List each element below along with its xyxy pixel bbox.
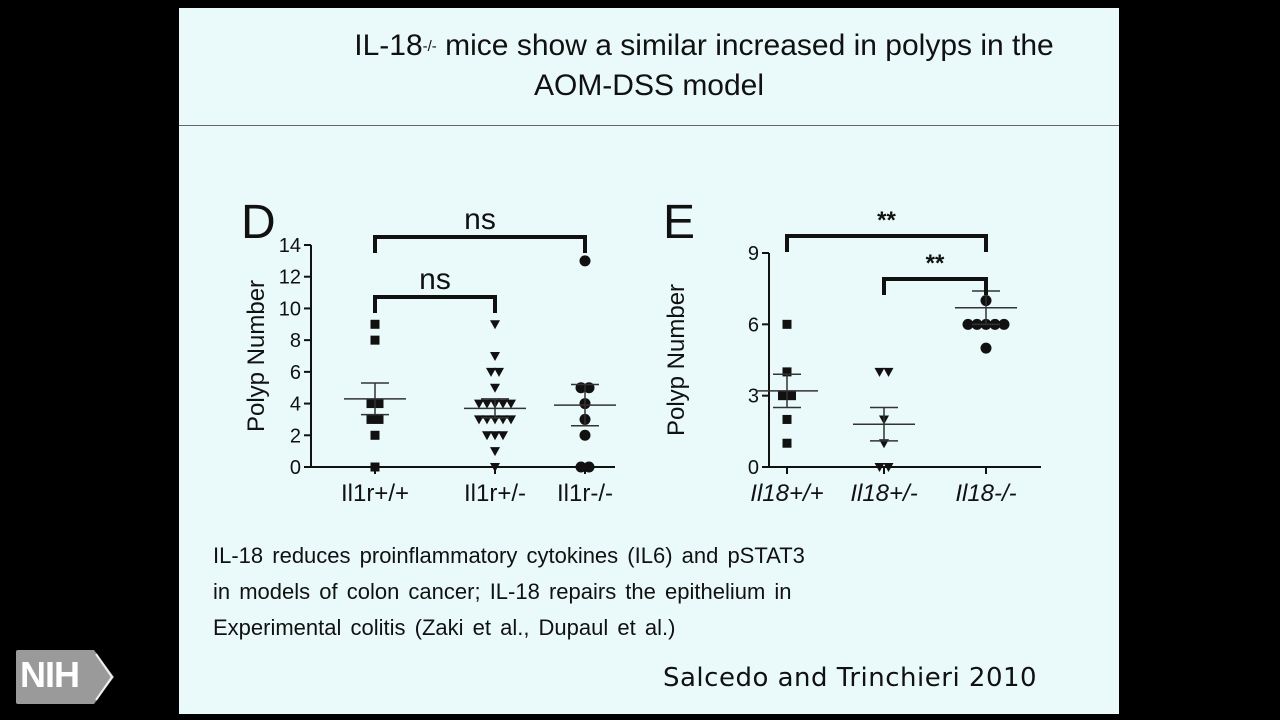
panel-d-data-point [366,414,376,424]
caption-line-3: Experimental colitis (Zaki et al., Dupau… [213,615,676,640]
panel-d-data-point [370,462,380,472]
title-divider [179,125,1119,126]
panel-d-data-point [482,415,492,425]
panel-d-y-tick-label: 6 [290,362,301,384]
nih-logo: NIH [14,648,118,706]
panel-d-data-point [498,431,508,441]
panel-d-data-point [370,430,380,440]
panel-e-data-point [782,367,792,377]
title-superscript: -/- [422,38,437,55]
caption-line-2: in models of colon cancer; IL-18 repairs… [213,579,792,604]
panel-d-data-point [490,352,500,361]
panel-d-data-point [490,383,500,393]
panel-e-x-tick-label: Il18-/- [955,480,1016,507]
panel-e-letter: E [663,196,695,249]
title-line-1: IL-18-/- mice show a similar increased i… [179,26,1119,66]
title-line-2: AOM-DSS model [533,69,765,102]
title-suffix: mice show a similar increased in polyps … [436,29,1054,62]
panel-d-data-point [583,461,595,473]
panel-d-y-tick-label: 14 [279,235,301,257]
panel-d-data-point [490,431,500,441]
panel-d-data-point [490,463,500,472]
panel-e-data-point [782,438,792,448]
panel-e-data-point [778,391,787,401]
panel-e-x-tick-label: Il18+/+ [750,480,823,507]
title-prefix: IL-18 [354,29,423,62]
panel-d-data-point [482,399,492,409]
panel-d-x-tick-label: Il1r+/+ [341,480,409,507]
nih-logo-text: NIH [20,654,80,695]
panel-e-data-point [962,318,974,330]
panel-e-data-point [883,367,894,377]
panel-d-data-point [498,399,508,409]
panel-d-significance-bracket [373,295,497,313]
panel-d-y-tick-label: 12 [279,267,301,289]
panel-e-data-point [980,342,992,354]
panel-d-data-point [490,320,500,330]
panel-d-data-point [498,415,508,425]
caption-line-1: IL-18 reduces proinflammatory cytokines … [213,543,805,568]
panel-d-data-point [366,399,376,409]
panel-d-data-point [579,255,591,267]
panel-e-significance-bracket [785,234,988,252]
panel-d-y-tick-label: 8 [290,330,301,352]
panel-d-letter: D [241,196,276,249]
citation: Salcedo and Trinchieri 2010 [663,663,1038,693]
panel-e-x-tick-label: Il18+/- [850,480,917,507]
panel-e-y-tick-label: 6 [748,314,759,336]
panel-d-data-point [494,367,504,377]
panel-d-y-tick-label: 4 [290,394,301,416]
panel-e-y-tick-label: 9 [748,243,759,265]
panel-d-y-tick-label: 2 [290,425,301,447]
panel-e-data-point [998,318,1010,330]
panel-d-data-point [486,367,496,377]
panel-d-significance-label: ns [464,203,496,236]
panel-e-significance-bracket [882,277,988,295]
panel-d-data-point [374,414,384,424]
panel-e-data-point [782,414,792,424]
panel-d-significance-bracket [373,235,587,253]
panel-d-data-point [482,431,492,441]
panel-e-y-axis-label: Polyp Number [663,284,690,436]
panel-d-data-point [506,415,516,425]
panel-e-data-point [883,463,894,472]
panel-d-data-point [490,447,500,457]
panel-e-data-point [782,319,792,329]
panel-e-data-point [874,367,885,377]
charts-svg: D 0 2 4 6 8 10 12 14 Polyp Number Il1r+/+ Il1r+/- Il… [241,196,1041,507]
caption: IL-18 reduces proinflammatory cytokines … [213,538,1073,646]
panel-d-x-tick-label: Il1r-/- [557,480,613,507]
panel-e-significance-label: ** [877,207,896,234]
panel-e-y-tick-label: 0 [748,457,759,479]
panel-d-y-axis-label: Polyp Number [243,280,270,432]
slide: IL-18-/- mice show a similar increased i… [179,8,1119,714]
panel-d-data-point [370,319,380,329]
panel-d-x-tick-label: Il1r+/- [464,480,526,507]
panel-d-data-point [474,415,484,425]
panel-d-y-tick-label: 10 [279,298,301,320]
panel-d-data-point [374,399,384,409]
panel-e-data-point [787,391,796,401]
panel-d-data-point [474,399,484,409]
panel-d-y-tick-label: 0 [290,457,301,479]
panel-e-data-point [874,463,885,472]
panel-d-significance-label: ns [419,263,451,296]
panel-d-data-point [579,429,591,441]
panel-d-data-point [575,461,587,473]
panel-d-data-point [370,335,380,345]
panel-e-significance-label: ** [926,250,945,277]
slide-title: IL-18-/- mice show a similar increased i… [179,26,1119,106]
panel-e-y-tick-label: 3 [748,386,759,408]
nih-logo-shape [16,650,114,704]
panel-d-data-point [506,399,516,409]
